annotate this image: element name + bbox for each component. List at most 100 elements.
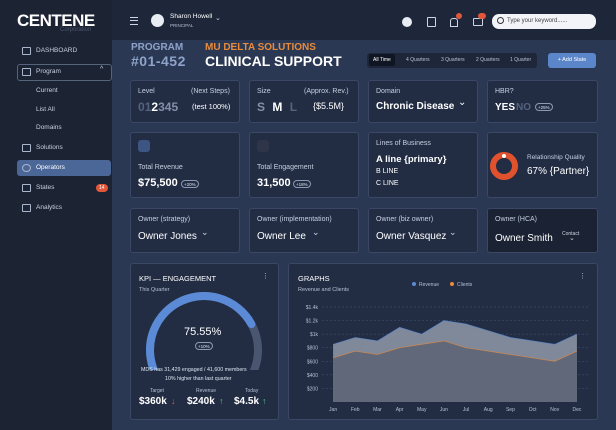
- card-label: Size: [257, 88, 271, 95]
- nav-item[interactable]: DASHBOARD: [36, 47, 78, 54]
- badge: 14: [96, 184, 108, 192]
- x-tick-label: Jun: [440, 407, 448, 413]
- card: [487, 80, 598, 123]
- hbr-no[interactable]: NO: [516, 102, 531, 113]
- card: [368, 80, 478, 123]
- chevron: ⌄: [201, 227, 209, 237]
- graph-subtitle: Revenue and Clients: [298, 287, 350, 293]
- card-icon: [138, 140, 150, 152]
- mail-icon[interactable]: [473, 18, 483, 26]
- x-tick-label: Apr: [396, 407, 404, 413]
- card-icon: [257, 140, 269, 152]
- legend-label: Revenue: [419, 282, 439, 288]
- x-tick-label: Oct: [529, 407, 537, 413]
- nav-item[interactable]: Analytics: [36, 204, 63, 211]
- domain-value[interactable]: Chronic Disease: [376, 101, 455, 112]
- contact-link[interactable]: Contact: [562, 231, 580, 237]
- card-note: (test 100%): [192, 102, 231, 111]
- y-tick-label: $1.2k: [306, 319, 319, 325]
- owner-name[interactable]: Owner Smith: [495, 233, 553, 244]
- y-tick-label: $800: [307, 346, 318, 352]
- avatar: [151, 14, 164, 27]
- badge-dot: [478, 13, 486, 19]
- level: 3: [158, 100, 165, 114]
- size-scale: S M L: [257, 100, 299, 114]
- tab[interactable]: 3 Quarters: [441, 57, 465, 63]
- owner-name[interactable]: Owner Jones: [138, 231, 197, 242]
- nav-icon: [22, 144, 31, 152]
- more-menu[interactable]: ⋮: [262, 273, 269, 280]
- add-button[interactable]: + Add State: [548, 53, 596, 68]
- tab[interactable]: 1 Quarter: [510, 57, 532, 63]
- chevron[interactable]: ⌄: [215, 15, 221, 22]
- gauge: [146, 292, 262, 370]
- card-hint: (Approx. Rev.): [304, 88, 349, 95]
- more-menu[interactable]: ⋮: [579, 273, 586, 280]
- card-label: Relationship Quality: [527, 154, 585, 161]
- line-primary: A line {primary}: [376, 154, 447, 165]
- nav-item[interactable]: Domains: [36, 124, 62, 131]
- nav-item[interactable]: Solutions: [36, 144, 63, 151]
- kpi-title: KPI — ENGAGEMENT: [139, 274, 217, 283]
- menu-icon[interactable]: [130, 17, 138, 25]
- legend-swatch: [412, 282, 416, 286]
- level-scale: 012345: [138, 100, 178, 114]
- hbr-yes[interactable]: YES: [495, 102, 516, 113]
- nav-item[interactable]: Program: [36, 68, 61, 75]
- chevron: ^: [100, 66, 104, 73]
- badge-dot: [456, 13, 462, 19]
- stat-value: $360k: [139, 396, 167, 407]
- nav-item[interactable]: List All: [36, 106, 55, 113]
- program-id: #01-452: [131, 53, 186, 69]
- search-placeholder: Type your keyword......: [507, 18, 568, 24]
- nav-item[interactable]: States: [36, 184, 55, 191]
- x-tick-label: May: [417, 407, 427, 413]
- donut-ring: [490, 152, 518, 180]
- nav-item[interactable]: Current: [36, 87, 58, 94]
- size-active: M: [272, 100, 285, 114]
- stat-label: Target: [150, 388, 164, 394]
- legend-label: Clients: [457, 282, 473, 288]
- badge: +20%: [181, 180, 199, 188]
- level: 5: [171, 100, 179, 114]
- tab[interactable]: 2 Quarters: [476, 57, 500, 63]
- owner-name[interactable]: Owner Lee: [257, 231, 306, 242]
- bell-icon[interactable]: [450, 18, 458, 27]
- y-tick-label: $400: [307, 373, 318, 379]
- search-icon: [497, 17, 504, 24]
- card-label: HBR?: [495, 88, 514, 95]
- program-name: CLINICAL SUPPORT: [205, 53, 342, 69]
- stat-label: Revenue: [196, 388, 217, 394]
- level: 0: [138, 100, 145, 114]
- x-tick-label: Feb: [351, 407, 360, 413]
- calendar-icon[interactable]: [427, 17, 436, 27]
- stat-label: Today: [245, 388, 259, 394]
- chevron: ⌄: [458, 97, 467, 108]
- theme-toggle[interactable]: [402, 17, 412, 27]
- search-box[interactable]: [492, 14, 596, 29]
- card-label: Lines of Business: [376, 140, 431, 147]
- relationship-value: 67% {Partner}: [527, 166, 590, 177]
- nav-active-box: [17, 64, 112, 81]
- card-label: Level: [138, 88, 155, 95]
- trend-down: ↓: [171, 396, 176, 406]
- y-tick-label: $1.4k: [306, 305, 319, 311]
- legend-swatch: [450, 282, 454, 286]
- series-line: [332, 320, 578, 345]
- kpi-summary: 10% higher than last quarter: [165, 376, 232, 382]
- owner-name[interactable]: Owner Vasquez: [376, 231, 447, 242]
- y-tick-label: $1k: [310, 332, 319, 338]
- level-active: 2: [151, 100, 159, 114]
- sidebar: [0, 0, 112, 430]
- card-label: Domain: [376, 88, 401, 95]
- badge: +10%: [195, 342, 213, 350]
- tab[interactable]: 4 Quarters: [406, 57, 430, 63]
- card: [368, 132, 478, 198]
- nav-item[interactable]: Operators: [36, 164, 65, 171]
- kpi-summary: MDS has 31,429 engaged / 41,600 members: [141, 367, 247, 373]
- badge: +25%: [535, 103, 553, 111]
- tab[interactable]: All Time: [369, 54, 395, 66]
- size: L: [289, 100, 300, 114]
- nav-selected: [17, 160, 111, 176]
